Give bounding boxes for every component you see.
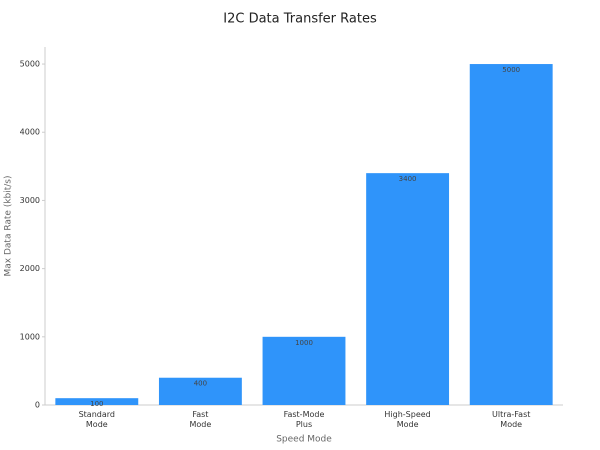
x-axis-label: Speed Mode [276,435,332,445]
bar [469,64,553,406]
value-label: 5000 [502,66,520,74]
chart-title: I2C Data Transfer Rates [223,12,377,27]
x-tick-label: Fast-Mode Plus [284,410,325,429]
x-tick-label: Fast Mode [190,410,212,429]
bar [55,398,139,405]
value-label: 3400 [399,175,417,183]
y-tick-label: 1000 [20,332,40,341]
y-tick-label: 2000 [20,264,40,273]
x-tick-label: High-Speed Mode [384,410,430,429]
bar [158,377,242,405]
value-label: 1000 [295,339,313,347]
value-label: 100 [90,400,103,408]
y-tick-label: 5000 [20,60,40,69]
bar [366,173,450,405]
y-axis-label: Max Data Rate (kbit/s) [4,175,14,276]
y-tick-label: 0 [35,401,40,410]
bar [262,336,346,405]
y-tick-label: 4000 [20,128,40,137]
value-label: 400 [194,380,207,388]
x-tick-label: Ultra-Fast Mode [492,410,530,429]
y-tick-label: 3000 [20,196,40,205]
x-tick-label: Standard Mode [79,410,115,429]
